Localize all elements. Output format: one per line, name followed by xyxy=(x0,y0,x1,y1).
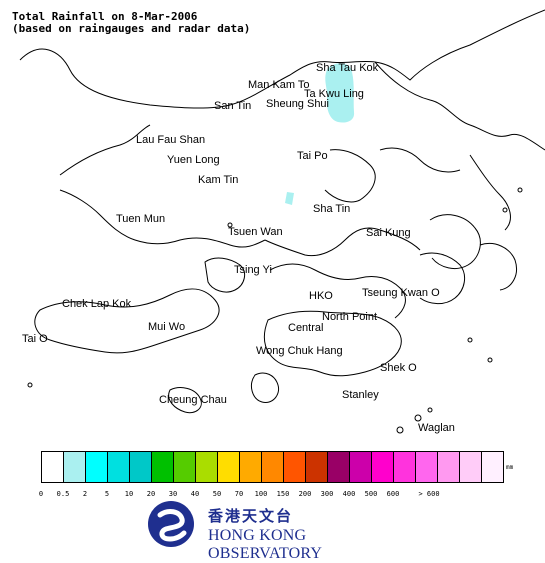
legend-swatch xyxy=(195,451,218,483)
legend-tick-label: 50 xyxy=(212,490,222,498)
place-label: Tseung Kwan O xyxy=(362,287,440,299)
rainfall-area-central xyxy=(285,192,294,205)
place-label: Chek Lap Kok xyxy=(62,298,132,310)
legend-swatch xyxy=(63,451,86,483)
place-label: Yuen Long xyxy=(167,154,220,166)
legend-swatch xyxy=(129,451,152,483)
place-label: Man Kam To xyxy=(248,79,310,91)
place-label: Shek O xyxy=(380,362,417,374)
legend-tick-label: 70 xyxy=(234,490,244,498)
place-label: Wong Chuk Hang xyxy=(256,345,343,357)
legend-tick-label: 150 xyxy=(276,490,290,498)
place-label: Tsing Yi xyxy=(234,264,272,276)
place-label: Tai O xyxy=(22,333,48,345)
place-label: San Tin xyxy=(214,100,251,112)
legend-swatch xyxy=(239,451,262,483)
legend-tick-label: 500 xyxy=(364,490,378,498)
place-label: Tuen Mun xyxy=(116,213,165,225)
legend-tick-label: 0.5 xyxy=(56,490,70,498)
place-label: Tsuen Wan xyxy=(228,226,283,238)
legend-swatch xyxy=(481,451,504,483)
legend-swatch xyxy=(283,451,306,483)
map-title: Total Rainfall on 8-Mar-2006 xyxy=(12,10,198,23)
legend-tick-label: 0 xyxy=(38,490,44,498)
place-label: Sha Tau Kok xyxy=(316,62,379,74)
legend-swatch xyxy=(393,451,416,483)
place-label: Kam Tin xyxy=(198,174,238,186)
legend-tick-label: 30 xyxy=(168,490,178,498)
place-label: Mui Wo xyxy=(148,321,185,333)
legend-swatch xyxy=(415,451,438,483)
legend-tick-label: 100 xyxy=(254,490,268,498)
place-label: Cheung Chau xyxy=(159,394,227,406)
legend-tick-label: 2 xyxy=(82,490,88,498)
legend-tick-label: 200 xyxy=(298,490,312,498)
rainfall-legend xyxy=(41,451,504,483)
coastline xyxy=(19,9,545,434)
legend-tick-label: 40 xyxy=(190,490,200,498)
legend-tick-label: 400 xyxy=(342,490,356,498)
legend-tick-label: > 600 xyxy=(418,490,440,498)
logo-chinese-text: 香港天文台 xyxy=(208,507,294,525)
legend-swatch xyxy=(85,451,108,483)
legend-tick-label: 20 xyxy=(146,490,156,498)
legend-swatch xyxy=(305,451,328,483)
place-label: Sha Tin xyxy=(313,203,350,215)
place-label: Waglan xyxy=(418,422,455,434)
legend-unit: mm xyxy=(506,464,514,471)
hko-logo: 香港天文台 HONG KONG OBSERVATORY xyxy=(146,499,406,562)
legend-swatch xyxy=(41,451,64,483)
legend-tick-label: 300 xyxy=(320,490,334,498)
legend-tick-label: 5 xyxy=(104,490,110,498)
rainfall-area-north xyxy=(325,63,355,123)
hko-emblem-icon xyxy=(148,501,194,547)
legend-swatch xyxy=(107,451,130,483)
legend-swatch xyxy=(437,451,460,483)
place-label: Sheung Shui xyxy=(266,98,329,110)
legend-swatch xyxy=(459,451,482,483)
legend-swatch xyxy=(151,451,174,483)
legend-tick-label: 600 xyxy=(386,490,400,498)
place-label: Ta Kwu Ling xyxy=(304,88,364,100)
legend-swatch xyxy=(261,451,284,483)
legend-swatch xyxy=(349,451,372,483)
place-label: Central xyxy=(288,322,323,334)
legend-swatch xyxy=(371,451,394,483)
place-label: Sai Kung xyxy=(366,227,411,239)
map-subtitle: (based on raingauges and radar data) xyxy=(12,22,251,35)
place-label: North Point xyxy=(322,311,377,323)
place-label: HKO xyxy=(309,290,333,302)
legend-tick-label: 10 xyxy=(124,490,134,498)
place-label: Stanley xyxy=(342,389,379,401)
legend-swatch xyxy=(173,451,196,483)
place-label: Lau Fau Shan xyxy=(136,134,205,146)
place-label: Tai Po xyxy=(297,150,328,162)
legend-swatch xyxy=(217,451,240,483)
legend-swatch xyxy=(327,451,350,483)
logo-english-text: HONG KONG OBSERVATORY xyxy=(208,527,323,562)
